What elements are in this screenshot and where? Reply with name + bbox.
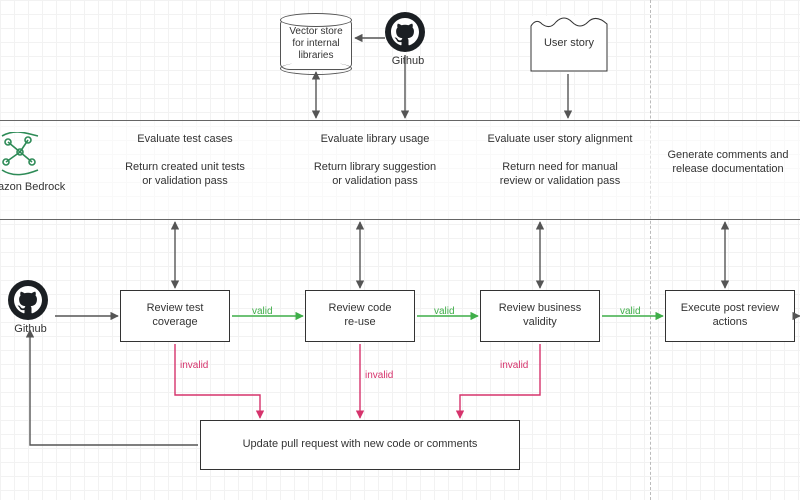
edge-label-invalid-2: invalid xyxy=(363,370,395,381)
edge-label-valid-1: valid xyxy=(250,306,275,317)
edge-label-invalid-3: invalid xyxy=(498,360,530,371)
section-divider xyxy=(650,0,651,500)
github-top-container: Github xyxy=(385,12,425,52)
box3-label: Review businessvalidity xyxy=(499,302,582,330)
vector-store-cylinder: Vector storefor internallibraries xyxy=(280,18,352,70)
github-logo-icon xyxy=(14,286,42,314)
bedrock-icon xyxy=(0,132,42,179)
edge-label-invalid-1: invalid xyxy=(178,360,210,371)
box-review-business-validity: Review businessvalidity xyxy=(480,290,600,342)
box1-label: Review testcoverage xyxy=(147,302,204,330)
edge-label-valid-2: valid xyxy=(432,306,457,317)
vector-store-label: Vector storefor internallibraries xyxy=(281,19,351,69)
band-col1-sub: Return created unit testsor validation p… xyxy=(105,160,265,189)
band-col3-sub: Return need for manualreview or validati… xyxy=(480,160,640,189)
github-left-container: Github xyxy=(8,280,48,320)
box-execute-post-review: Execute post reviewactions xyxy=(665,290,795,342)
band-col2-title: Evaluate library usage xyxy=(295,132,455,146)
github-top-icon xyxy=(385,12,425,52)
bedrock-label: azon Bedrock xyxy=(0,180,88,194)
box2-label: Review codere-use xyxy=(329,302,392,330)
band-col4-title: Generate comments andrelease documentati… xyxy=(658,148,798,177)
github-logo-icon xyxy=(391,18,419,46)
edge-label-valid-3: valid xyxy=(618,306,643,317)
github-left-icon xyxy=(8,280,48,320)
box5-label: Update pull request with new code or com… xyxy=(243,438,478,452)
user-story-label: User story xyxy=(530,36,608,50)
user-story-shape: User story xyxy=(530,16,608,72)
band-col2-sub: Return library suggestionor validation p… xyxy=(295,160,455,189)
github-top-label: Github xyxy=(383,54,433,68)
box-review-code-reuse: Review codere-use xyxy=(305,290,415,342)
box-update-pull-request: Update pull request with new code or com… xyxy=(200,420,520,470)
box4-label: Execute post reviewactions xyxy=(681,302,779,330)
box-review-test-coverage: Review testcoverage xyxy=(120,290,230,342)
band-col1-title: Evaluate test cases xyxy=(105,132,265,146)
band-col3-title: Evaluate user story alignment xyxy=(465,132,655,146)
github-left-label: Github xyxy=(8,322,53,336)
